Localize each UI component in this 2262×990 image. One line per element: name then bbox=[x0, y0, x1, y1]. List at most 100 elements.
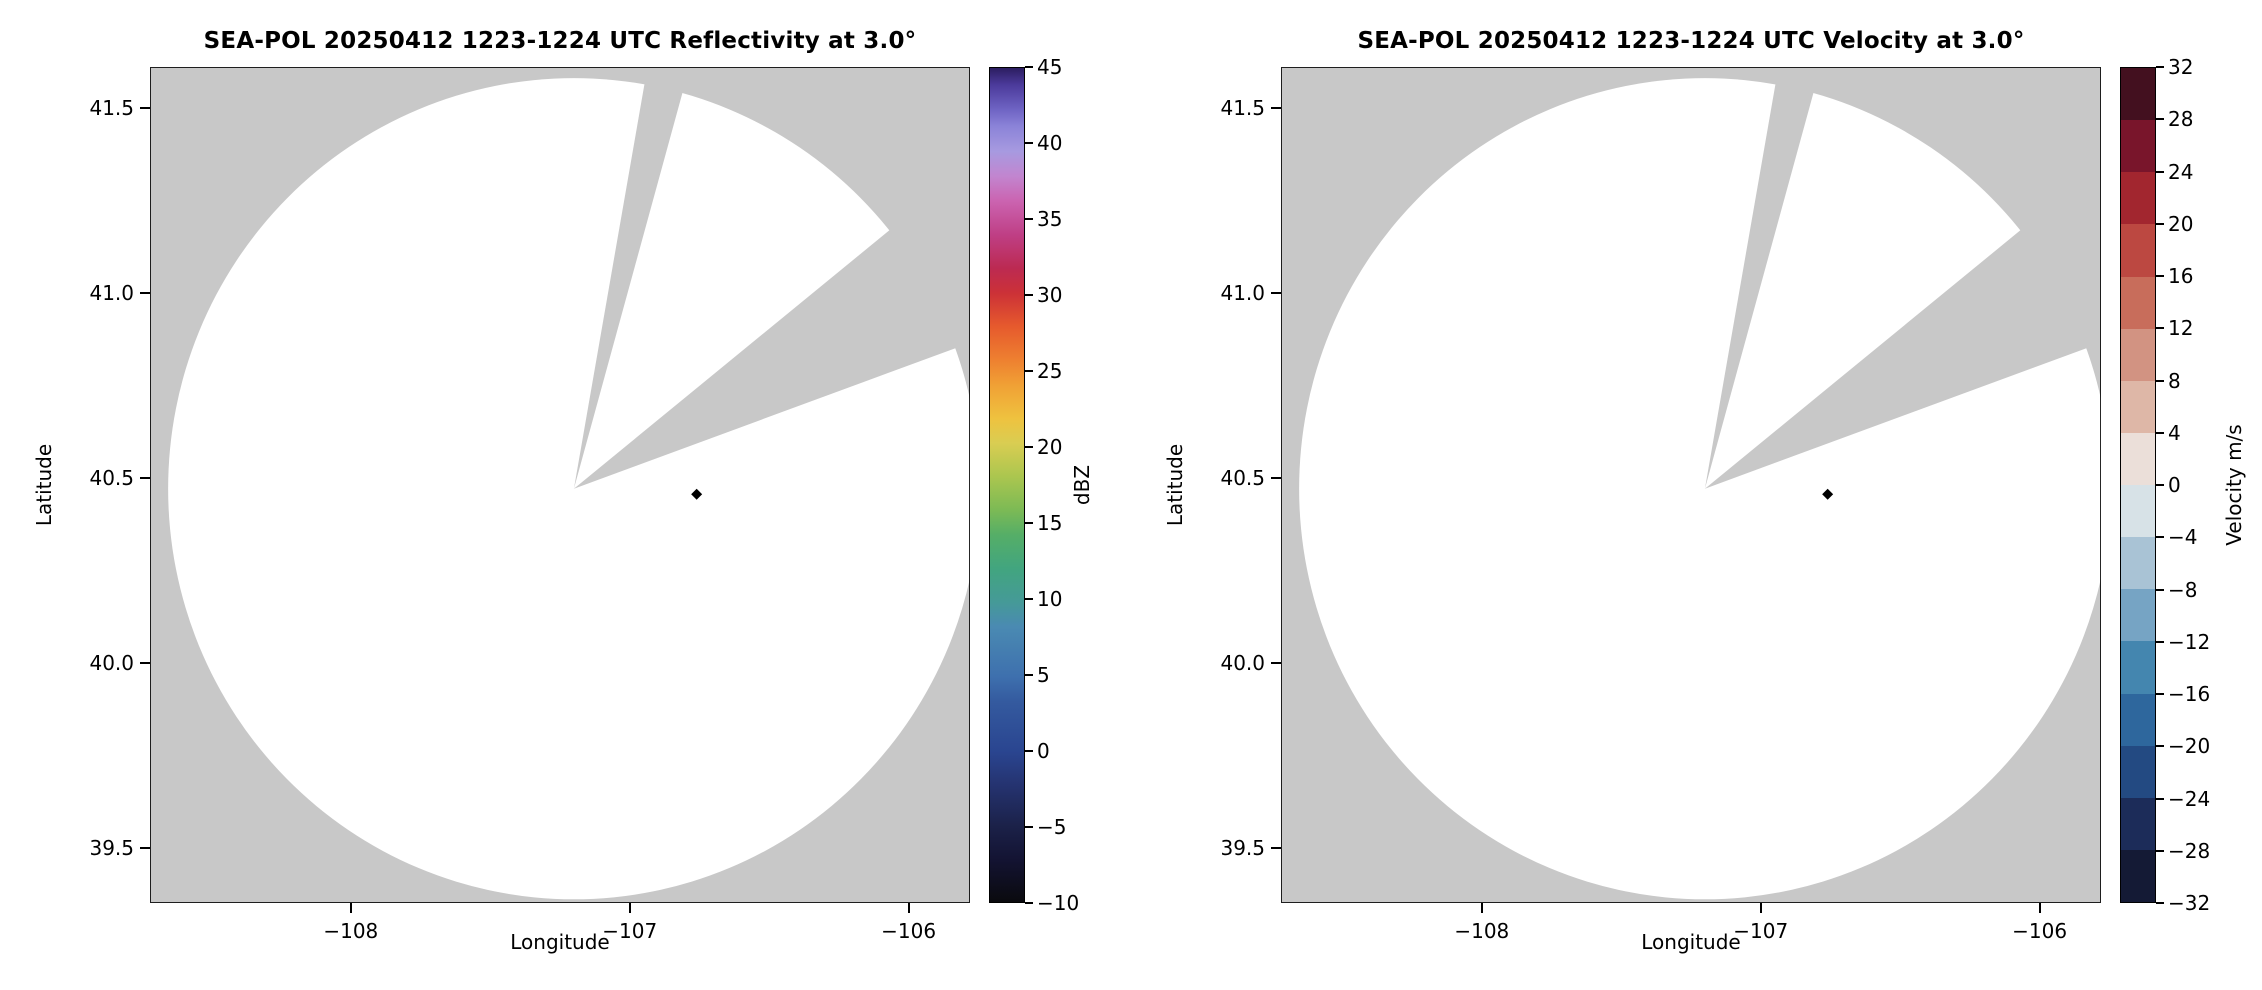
colorbar-tick-mark bbox=[2156, 222, 2164, 225]
colorbar-segment bbox=[2121, 68, 2155, 121]
colorbar-tick-mark bbox=[1025, 142, 1033, 144]
plot-frame bbox=[1281, 67, 2101, 903]
x-tick-mark bbox=[349, 903, 352, 913]
colorbar-tick-label: 5 bbox=[1037, 663, 1050, 687]
site-marker-diamond bbox=[691, 488, 703, 500]
colorbar-tick-label: 0 bbox=[1037, 739, 1050, 763]
colorbar-tick-label: 30 bbox=[1037, 283, 1063, 307]
y-tick-label: 40.5 bbox=[89, 465, 134, 490]
colorbar-tick-mark bbox=[2156, 379, 2164, 382]
x-tick-label: −106 bbox=[881, 919, 937, 943]
colorbar-tick-mark bbox=[2156, 536, 2164, 539]
colorbar-tick-mark bbox=[2156, 849, 2164, 852]
y-tick-label: 39.5 bbox=[1220, 835, 1265, 860]
x-axis-label-reflectivity: Longitude bbox=[510, 930, 610, 954]
colorbar-tick-mark bbox=[1025, 522, 1033, 524]
y-tick-mark bbox=[1271, 476, 1281, 479]
colorbar-tick-mark bbox=[1025, 750, 1033, 752]
colorbar-tick-label: 15 bbox=[1037, 511, 1063, 535]
y-tick-label: 40.0 bbox=[89, 650, 134, 675]
x-tick-mark bbox=[907, 903, 910, 913]
colorbar-tick-mark bbox=[1025, 66, 1033, 68]
x-tick-label: −108 bbox=[1454, 919, 1510, 943]
panel-title-reflectivity: SEA-POL 20250412 1223-1224 UTC Reflectiv… bbox=[203, 28, 917, 54]
site-marker-diamond bbox=[1822, 488, 1834, 500]
colorbar-tick-mark bbox=[2156, 588, 2164, 591]
y-tick-mark bbox=[1271, 291, 1281, 294]
colorbar-tick-mark bbox=[1025, 218, 1033, 220]
colorbar-segment bbox=[2121, 380, 2155, 433]
y-tick-mark bbox=[1271, 846, 1281, 849]
colorbar-tick-mark bbox=[1025, 902, 1033, 904]
y-tick-label: 40.0 bbox=[1220, 650, 1265, 675]
colorbar-tick-mark bbox=[2156, 275, 2164, 277]
colorbar-tick-label: 8 bbox=[2168, 368, 2181, 393]
colorbar-tick-mark bbox=[2156, 745, 2164, 748]
colorbar-tick-mark bbox=[2156, 902, 2164, 904]
reflectivity-colorbar bbox=[989, 67, 1025, 903]
colorbar-tick-label: 25 bbox=[1037, 359, 1063, 383]
colorbar-segment bbox=[2121, 432, 2155, 485]
colorbar-tick-label: 16 bbox=[2168, 264, 2194, 288]
colorbar-segment bbox=[2121, 641, 2155, 694]
colorbar-segment bbox=[2121, 589, 2155, 642]
colorbar-tick-mark bbox=[1025, 370, 1033, 372]
velocity-colorbar bbox=[2120, 67, 2156, 903]
colorbar-segment bbox=[2121, 849, 2155, 902]
colorbar-segment bbox=[2121, 537, 2155, 590]
colorbar-tick-label: −32 bbox=[2168, 891, 2211, 915]
radar-coverage-area bbox=[1299, 78, 2101, 900]
colorbar-tick-mark bbox=[1025, 674, 1033, 676]
colorbar-segment bbox=[2121, 276, 2155, 329]
radar-coverage-area bbox=[168, 78, 970, 900]
y-tick-mark bbox=[1271, 661, 1281, 664]
velocity-radar-plot bbox=[1281, 67, 2101, 903]
blocked-sector bbox=[573, 67, 690, 489]
y-tick-mark bbox=[140, 106, 150, 109]
x-tick-mark bbox=[1759, 903, 1762, 913]
colorbar-tick-label: −4 bbox=[2168, 525, 2198, 550]
y-tick-mark bbox=[140, 476, 150, 479]
colorbar-tick-label: −12 bbox=[2168, 629, 2211, 654]
colorbar-tick-label: 10 bbox=[1037, 587, 1063, 611]
y-tick-label: 39.5 bbox=[89, 835, 134, 860]
x-tick-label: −106 bbox=[2012, 919, 2068, 943]
colorbar-tick-label: −5 bbox=[1037, 815, 1067, 839]
colorbar-label-velocity: Velocity m/s bbox=[2222, 424, 2246, 546]
blocked-sector bbox=[1704, 67, 1821, 489]
colorbar-tick-label: 12 bbox=[2168, 316, 2194, 341]
colorbar-tick-mark bbox=[2156, 797, 2164, 800]
y-tick-mark bbox=[1271, 106, 1281, 109]
colorbar-tick-label: 35 bbox=[1037, 207, 1063, 231]
x-tick-label: −108 bbox=[323, 919, 379, 943]
panel-title-velocity: SEA-POL 20250412 1223-1224 UTC Velocity … bbox=[1357, 28, 2025, 54]
colorbar-segment bbox=[2121, 485, 2155, 538]
colorbar-tick-mark bbox=[1025, 598, 1033, 600]
colorbar-segment bbox=[2121, 745, 2155, 798]
colorbar-label-dbz: dBZ bbox=[1070, 464, 1094, 506]
colorbar-tick-mark bbox=[2156, 170, 2164, 173]
colorbar-segment bbox=[2121, 693, 2155, 746]
colorbar-tick-mark bbox=[2156, 640, 2164, 643]
colorbar-tick-label: 24 bbox=[2168, 159, 2194, 184]
colorbar-tick-label: −10 bbox=[1037, 891, 1080, 915]
colorbar-tick-mark bbox=[2156, 327, 2164, 330]
colorbar-tick-mark bbox=[2156, 693, 2164, 695]
blocked-sector bbox=[573, 164, 970, 489]
colorbar-tick-label: −8 bbox=[2168, 577, 2198, 602]
reflectivity-radar-plot bbox=[150, 67, 970, 903]
colorbar-tick-label: 40 bbox=[1037, 131, 1063, 155]
colorbar-segment bbox=[2121, 120, 2155, 173]
colorbar-segment bbox=[2121, 172, 2155, 225]
colorbar-tick-label: 4 bbox=[2168, 420, 2181, 445]
colorbar-tick-mark bbox=[2156, 484, 2164, 486]
colorbar-tick-label: 45 bbox=[1037, 55, 1063, 79]
y-tick-label: 40.5 bbox=[1220, 465, 1265, 490]
plot-frame bbox=[150, 67, 970, 903]
x-axis-label-velocity: Longitude bbox=[1641, 930, 1741, 954]
colorbar-tick-label: −20 bbox=[2168, 734, 2211, 759]
colorbar-segment bbox=[2121, 328, 2155, 381]
colorbar-tick-mark bbox=[1025, 294, 1033, 296]
colorbar-tick-label: 0 bbox=[2168, 473, 2181, 497]
